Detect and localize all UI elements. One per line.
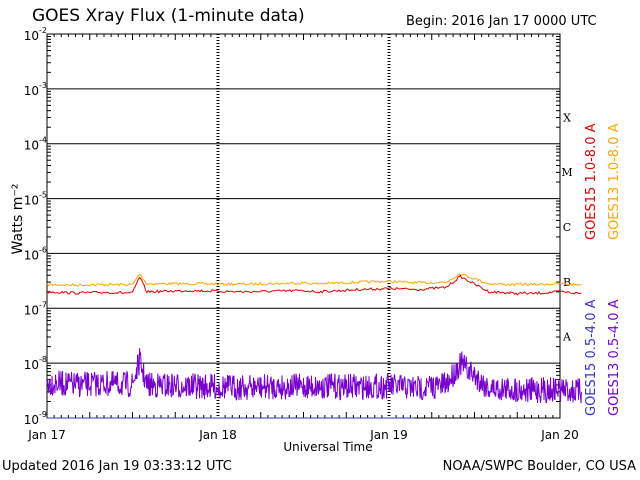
x-tick-label: Jan 17 bbox=[27, 428, 66, 442]
y-tick-label: 10 bbox=[24, 303, 39, 317]
flare-class-label: C bbox=[563, 221, 571, 234]
series-line-3 bbox=[46, 348, 582, 404]
flare-class-label: A bbox=[562, 331, 572, 344]
y-tick-exponent: -9 bbox=[39, 410, 47, 419]
y-tick-exponent: -5 bbox=[39, 191, 47, 200]
legend-goes15-short: GOES15 0.5-4.0 A bbox=[584, 299, 599, 416]
y-tick-exponent: -2 bbox=[39, 26, 47, 35]
series-line-0 bbox=[46, 274, 582, 296]
y-tick-exponent: -8 bbox=[39, 355, 47, 364]
y-tick-label: 10 bbox=[24, 358, 39, 372]
chart-title: GOES Xray Flux (1-minute data) bbox=[32, 6, 305, 26]
x-tick-label: Jan 20 bbox=[540, 428, 579, 442]
begin-timestamp: Begin: 2016 Jan 17 0000 UTC bbox=[406, 14, 597, 29]
y-tick-exponent: -3 bbox=[39, 81, 47, 90]
y-tick-exponent: -6 bbox=[39, 245, 47, 254]
flare-class-label: X bbox=[563, 111, 571, 124]
x-axis-label: Universal Time bbox=[283, 440, 373, 454]
flare-class-label: B bbox=[563, 276, 571, 289]
legend-goes13-short: GOES13 0.5-4.0 A bbox=[607, 299, 622, 416]
y-tick-label: 10 bbox=[24, 194, 39, 208]
y-tick-exponent: -7 bbox=[39, 300, 47, 309]
y-tick-label: 10 bbox=[24, 248, 39, 262]
y-tick-exponent: -4 bbox=[39, 136, 47, 145]
flare-class-label: M bbox=[561, 166, 572, 179]
y-tick-label: 10 bbox=[24, 139, 39, 153]
plot-frame bbox=[46, 33, 561, 419]
y-tick-label: 10 bbox=[24, 29, 39, 43]
legend-goes15-long: GOES15 1.0-8.0 A bbox=[584, 123, 599, 240]
series-line-1 bbox=[46, 273, 582, 287]
x-tick-label: Jan 19 bbox=[369, 428, 408, 442]
legend-goes13-long: GOES13 1.0-8.0 A bbox=[607, 123, 622, 240]
y-tick-label: 10 bbox=[24, 413, 39, 427]
credit-text: NOAA/SWPC Boulder, CO USA bbox=[442, 459, 636, 474]
y-axis-label: Watts m⁻² bbox=[10, 183, 26, 255]
y-tick-label: 10 bbox=[24, 84, 39, 98]
updated-timestamp: Updated 2016 Jan 19 03:33:12 UTC bbox=[2, 459, 232, 474]
x-tick-label: Jan 18 bbox=[198, 428, 237, 442]
